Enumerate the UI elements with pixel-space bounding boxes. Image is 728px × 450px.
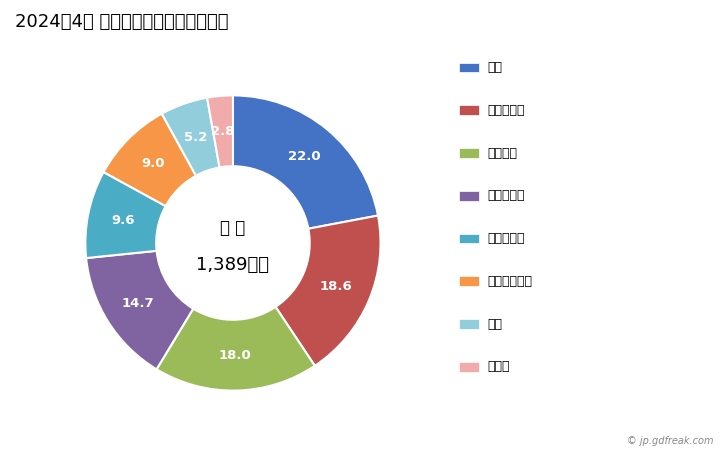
Text: クウェート: クウェート <box>488 189 526 202</box>
Text: 台湾: 台湾 <box>488 318 503 330</box>
Text: 22.0: 22.0 <box>288 150 321 163</box>
Wedge shape <box>86 251 193 369</box>
Wedge shape <box>275 216 381 366</box>
Wedge shape <box>85 172 166 258</box>
Text: 9.0: 9.0 <box>142 157 165 170</box>
Text: 18.0: 18.0 <box>219 349 252 362</box>
Text: 5.2: 5.2 <box>184 131 207 144</box>
Wedge shape <box>207 95 233 167</box>
Text: 9.6: 9.6 <box>111 214 135 227</box>
Text: 1,389万円: 1,389万円 <box>197 256 269 274</box>
Text: 総 額: 総 額 <box>221 219 245 237</box>
Text: © jp.gdfreak.com: © jp.gdfreak.com <box>627 436 713 446</box>
Wedge shape <box>157 307 314 391</box>
Text: 18.6: 18.6 <box>320 280 353 293</box>
Text: 14.7: 14.7 <box>122 297 154 310</box>
Text: オランダ: オランダ <box>488 147 518 159</box>
Text: ニカラグア: ニカラグア <box>488 232 526 245</box>
Text: 米国: 米国 <box>488 61 503 74</box>
Wedge shape <box>103 114 196 206</box>
Text: インドネシア: インドネシア <box>488 275 533 288</box>
Text: その他: その他 <box>488 360 510 373</box>
Wedge shape <box>162 98 220 176</box>
Text: フィリピン: フィリピン <box>488 104 526 117</box>
Wedge shape <box>233 95 378 229</box>
Text: 2024年4月 輸出相手国のシェア（％）: 2024年4月 輸出相手国のシェア（％） <box>15 14 228 32</box>
Text: 2.8: 2.8 <box>211 125 235 138</box>
